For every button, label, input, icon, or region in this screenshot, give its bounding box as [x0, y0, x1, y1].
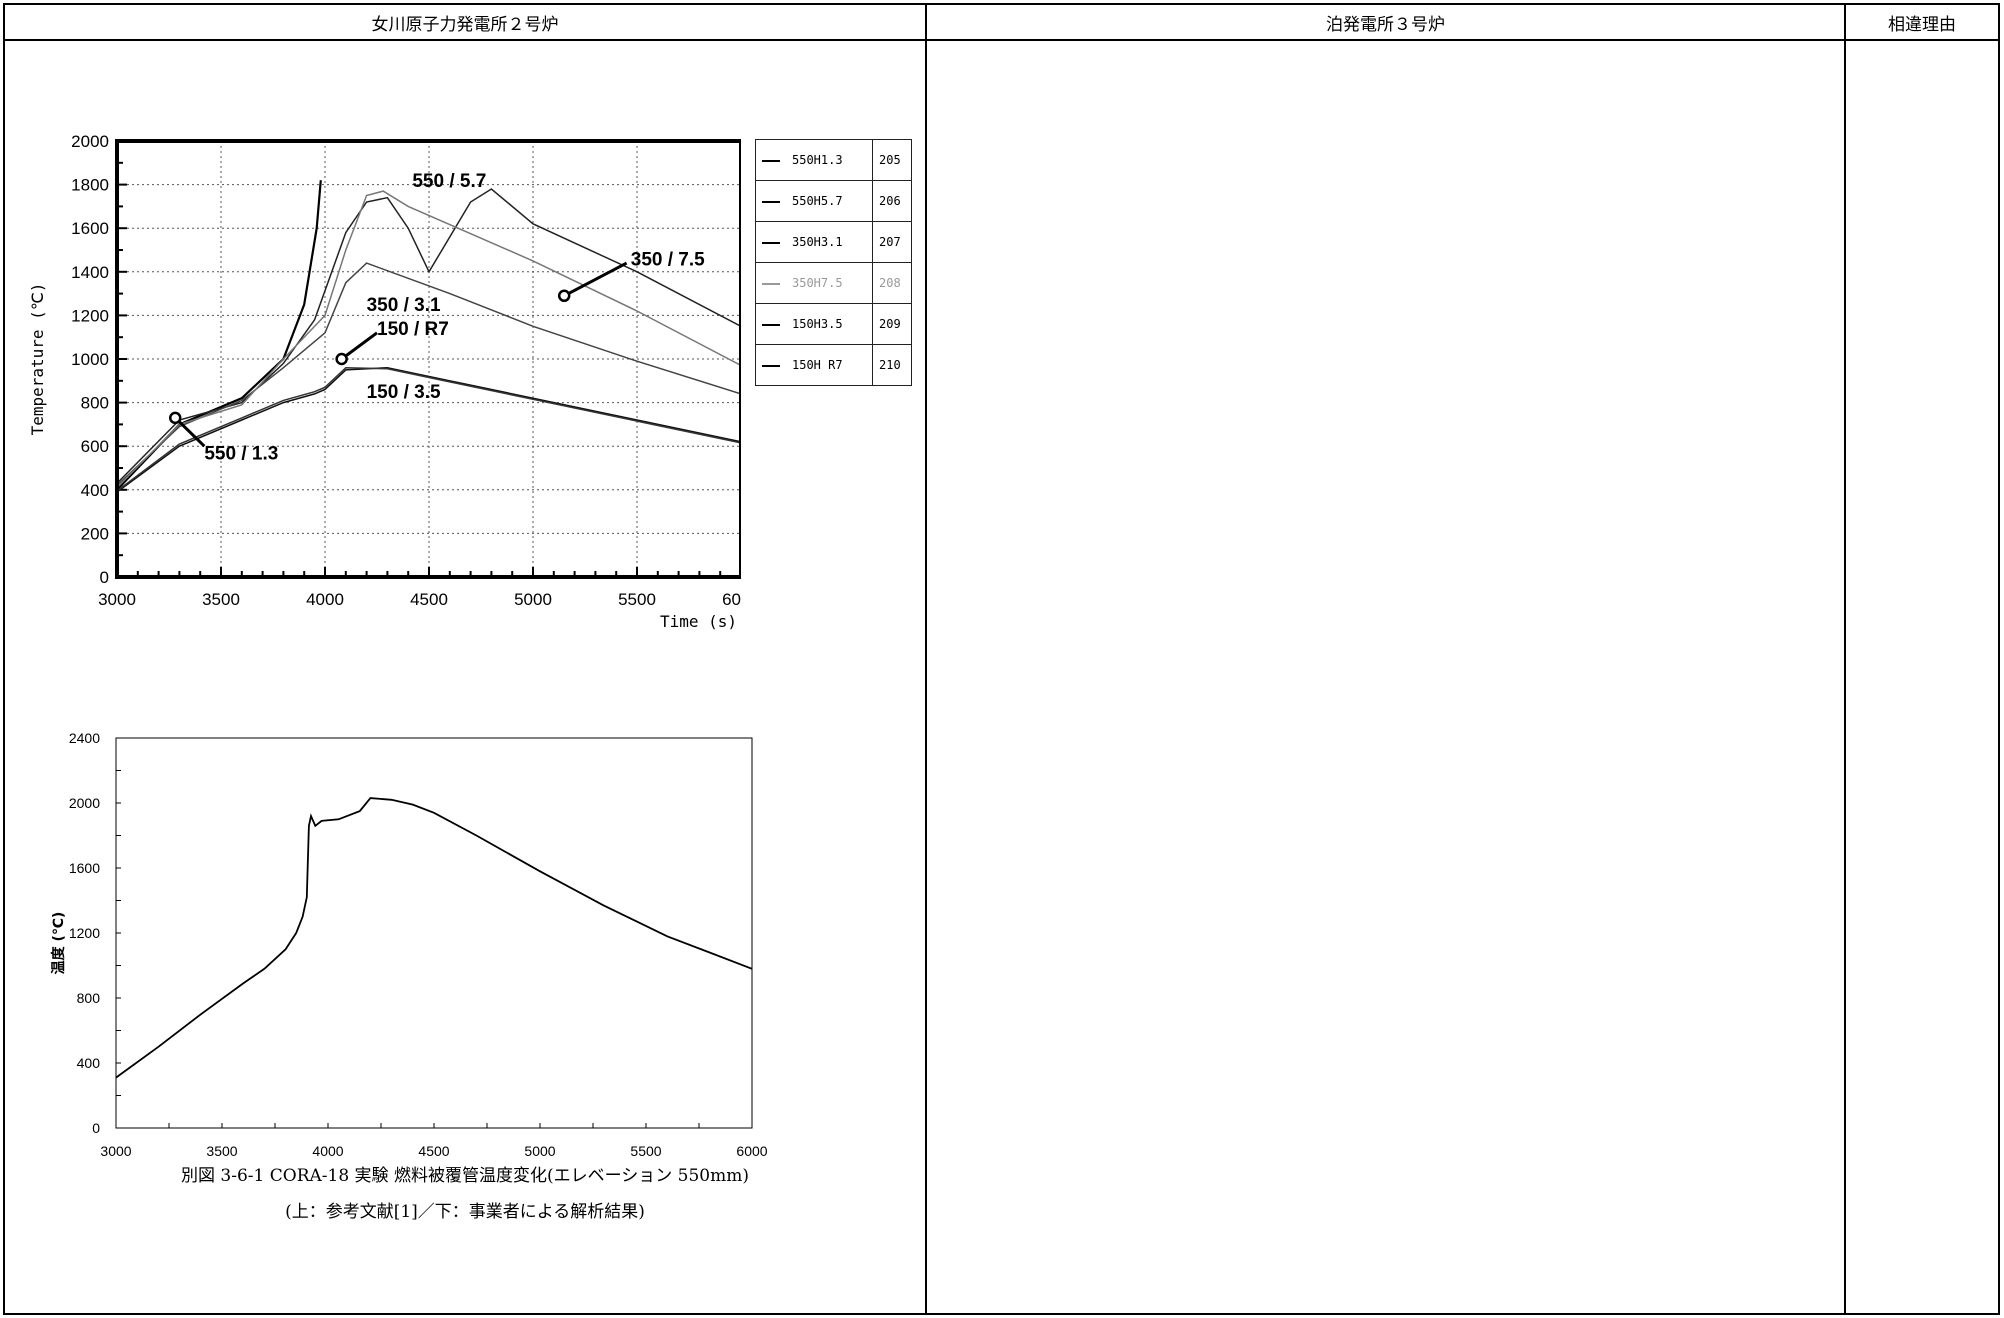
y-tick-label: 800	[77, 990, 101, 1006]
legend-row: 350H3.1 207	[755, 221, 912, 263]
legend-label: 150H3.5	[755, 303, 873, 345]
annotation-label: 150 / R7	[377, 319, 449, 340]
x-tick-label: 5000	[524, 1143, 555, 1159]
header-row: 女川原子力発電所２号炉 泊発電所３号炉 相違理由	[3, 3, 2000, 41]
x-tick-label: 3000	[98, 590, 136, 609]
legend-label: 350H7.5	[755, 262, 873, 304]
y-tick-label: 800	[81, 394, 109, 413]
y-tick-label: 0	[92, 1120, 100, 1136]
y-tick-label: 400	[81, 481, 109, 500]
annotation-label: 150 / 3.5	[367, 382, 441, 403]
x-tick-label: 3500	[202, 590, 240, 609]
series-line-5	[116, 366, 741, 492]
header-onagawa: 女川原子力発電所２号炉	[3, 3, 927, 41]
x-tick-label: 4000	[306, 590, 344, 609]
y-tick-label: 2400	[69, 730, 100, 746]
legend-swatch	[762, 282, 780, 285]
annotation-label: 550 / 5.7	[412, 171, 486, 192]
y-tick-label: 2000	[71, 132, 109, 151]
analysis-temperature-chart: 0 400 800 1200 1600 2000 2400 3000 3500 4000 4500 5…	[50, 730, 768, 1159]
figure-subcaption: (上：参考文献[1]／下：事業者による解析結果)	[285, 1202, 645, 1222]
annotation-leader	[174, 416, 206, 448]
legend-label: 550H5.7	[755, 180, 873, 222]
y-tick-label: 0	[100, 568, 109, 587]
y-tick-label: 200	[81, 524, 109, 543]
legend-text: 350H7.5	[792, 276, 843, 290]
legend-label: 350H3.1	[755, 221, 873, 263]
legend-swatch	[762, 323, 780, 326]
annotation-label: 350 / 7.5	[631, 249, 705, 270]
x-tick-label: 3500	[206, 1143, 237, 1159]
y-tick-label: 1200	[71, 306, 109, 325]
x-tick-label: 4000	[312, 1143, 343, 1159]
legend: 550H1.3 205 550H5.7 206 350H3.1 207 350H7.5 208…	[755, 139, 912, 386]
legend-number: 205	[872, 139, 912, 181]
header-tomari: 泊発電所３号炉	[925, 3, 1846, 41]
legend-text: 550H1.3	[792, 153, 843, 167]
x-tick-label: 6000	[736, 1143, 767, 1159]
reference-temperature-chart: 3000 3500 4000 4500 5000 5500 6000 0 200 400 600 80…	[28, 132, 741, 631]
figure-caption: 別図 3-6-1 CORA-18 実験 燃料被覆管温度変化(エレベーション 55…	[181, 1166, 749, 1186]
legend-row: 150H3.5 209	[755, 303, 912, 345]
annotation-marker	[557, 289, 571, 303]
series-line-4	[116, 366, 741, 493]
y-tick-label: 1400	[71, 263, 109, 282]
legend-row: 150H R7 210	[755, 344, 912, 386]
y-axis-label: Temperature (℃)	[28, 283, 47, 436]
annotation-marker	[335, 352, 348, 366]
legend-label: 150H R7	[755, 344, 873, 386]
y-tick-label: 1600	[69, 860, 100, 876]
series-line	[115, 797, 753, 1079]
x-tick-label: 3000	[100, 1143, 131, 1159]
y-tick-label: 600	[81, 437, 109, 456]
y-axis-label: 温度 (℃)	[50, 912, 67, 975]
y-tick-label: 1200	[69, 925, 100, 941]
x-tick-label: 4500	[410, 590, 448, 609]
legend-text: 150H R7	[792, 358, 843, 372]
body-row: 3000350040004500500055006000020040060080…	[3, 39, 2000, 1315]
legend-number: 209	[872, 303, 912, 345]
reason-cell	[1844, 39, 2000, 1315]
legend-number: 206	[872, 180, 912, 222]
y-tick-label: 400	[77, 1055, 101, 1071]
x-tick-label: 5000	[514, 590, 552, 609]
annotation-label: 350 / 3.1	[367, 295, 441, 316]
x-axis-label: Time (s)	[660, 612, 737, 631]
legend-number: 210	[872, 344, 912, 386]
onagawa-cell: 3000350040004500500055006000020040060080…	[3, 39, 927, 1315]
legend-text: 550H5.7	[792, 194, 843, 208]
legend-text: 150H3.5	[792, 317, 843, 331]
legend-row: 350H7.5 208	[755, 262, 912, 304]
x-tick-label: 5500	[630, 1143, 661, 1159]
legend-swatch	[762, 241, 780, 244]
annotation-leader	[340, 331, 378, 361]
y-tick-label: 1800	[71, 176, 109, 195]
legend-swatch	[762, 159, 780, 162]
x-tick-label: 4500	[418, 1143, 449, 1159]
legend-swatch	[762, 200, 780, 203]
header-reason: 相違理由	[1844, 3, 2000, 41]
legend-number: 208	[872, 262, 912, 304]
legend-label: 550H1.3	[755, 139, 873, 181]
tomari-cell	[925, 39, 1846, 1315]
annotation-marker	[168, 411, 182, 425]
plot-frame	[115, 139, 741, 579]
annotation-leader	[563, 261, 628, 298]
legend-row: 550H1.3 205	[755, 139, 912, 181]
legend-swatch	[762, 364, 780, 367]
legend-text: 350H3.1	[792, 235, 843, 249]
plot-frame	[115, 737, 753, 1129]
series-line-2	[116, 262, 741, 486]
series-line-3	[116, 190, 741, 489]
comparison-table: 女川原子力発電所２号炉 泊発電所３号炉 相違理由 3000 3500 4000 450…	[3, 3, 2000, 1315]
y-tick-label: 1600	[71, 219, 109, 238]
legend-number: 207	[872, 221, 912, 263]
y-tick-label: 2000	[69, 795, 100, 811]
annotation-label: 550 / 1.3	[204, 443, 278, 464]
x-tick-label: 6000	[722, 590, 741, 609]
legend-row: 550H5.7 206	[755, 180, 912, 222]
x-tick-label: 5500	[618, 590, 656, 609]
y-tick-label: 1000	[71, 350, 109, 369]
